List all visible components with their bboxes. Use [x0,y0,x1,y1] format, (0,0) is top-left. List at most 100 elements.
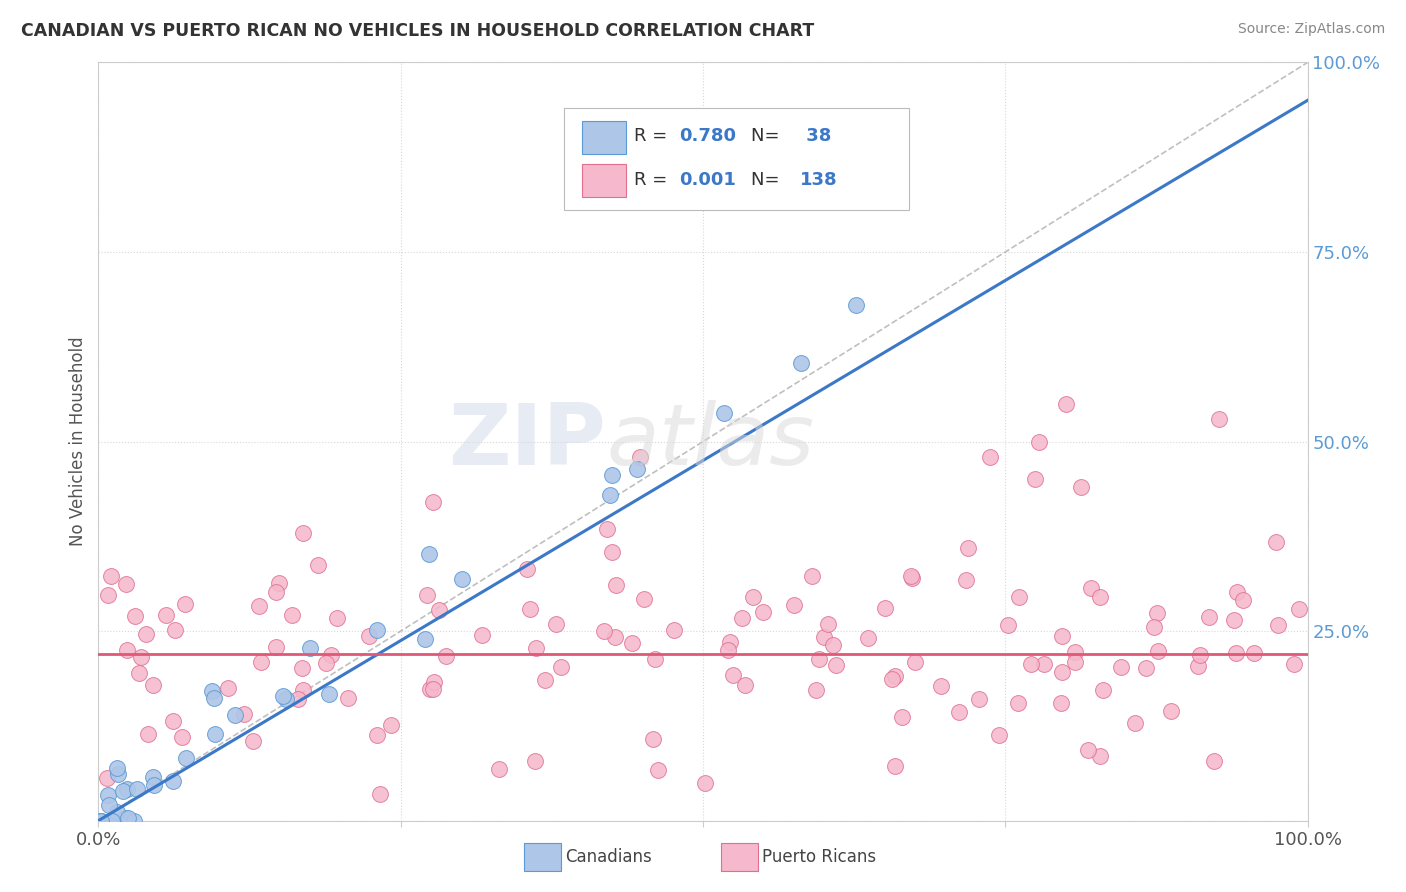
Point [628,450,651,464]
Point [165,623,187,637]
Text: atlas: atlas [606,400,814,483]
Text: 0.001: 0.001 [679,171,735,189]
Point [366,728,388,742]
Point [1267,618,1289,632]
Point [173,598,195,612]
Point [1147,644,1170,658]
Point [112,783,135,797]
Point [1019,657,1042,671]
Point [1142,620,1164,634]
Point [368,787,391,801]
Point [718,635,741,649]
Point [117,643,139,657]
Point [450,572,472,586]
Point [633,592,655,607]
Point [224,707,246,722]
Point [1243,646,1265,660]
Point [1208,412,1230,426]
Point [202,690,225,705]
Point [1088,590,1111,604]
Point [1070,480,1092,494]
Point [105,805,128,820]
Point [903,655,925,669]
Text: 138: 138 [800,171,838,189]
Point [1088,748,1111,763]
Point [321,648,343,662]
Point [90,814,112,828]
Point [603,630,626,644]
Point [516,562,538,576]
Point [873,600,896,615]
Point [366,624,388,638]
Point [1288,602,1310,616]
Point [1282,657,1305,672]
Point [287,691,309,706]
Point [471,628,494,642]
Point [90,814,112,828]
Point [524,640,547,655]
Point [117,811,139,825]
Point [1054,396,1077,410]
Point [128,666,150,681]
Point [1050,697,1073,711]
Point [131,649,153,664]
Point [662,624,685,638]
Point [1028,434,1050,449]
Point [105,761,128,775]
Point [1226,585,1249,599]
Point [97,588,120,602]
Point [97,797,120,812]
Text: 38: 38 [800,127,831,145]
Point [1008,591,1031,605]
Point [1232,593,1254,607]
Point [174,751,197,765]
Point [534,673,557,687]
Point [201,684,224,698]
Point [264,584,287,599]
Point [434,648,457,663]
Point [336,690,359,705]
Point [1033,657,1056,672]
Point [721,668,744,682]
Point [266,640,288,654]
Point [891,710,914,724]
Text: Canadians: Canadians [565,848,652,866]
Point [817,617,839,632]
Point [96,772,118,786]
Point [326,611,349,625]
Point [595,522,617,536]
Point [882,673,904,687]
Point [107,767,129,781]
Point [824,658,846,673]
Text: ZIP: ZIP [449,400,606,483]
Point [1187,658,1209,673]
Point [519,602,541,616]
Point [250,655,273,669]
Point [948,705,970,719]
Point [997,618,1019,632]
Point [115,781,138,796]
Point [1223,613,1246,627]
Point [641,731,664,746]
Point [299,640,322,655]
Point [247,599,270,613]
Point [734,678,756,692]
Point [752,606,775,620]
Point [114,811,136,825]
Point [790,355,813,369]
Point [204,727,226,741]
Point [600,545,623,559]
Point [315,656,337,670]
Point [1064,645,1087,659]
Point [90,814,112,828]
Point [856,631,879,645]
Point [988,728,1011,742]
Point [1146,607,1168,621]
Point [242,734,264,748]
FancyBboxPatch shape [582,120,626,154]
Point [900,571,922,585]
Point [422,682,444,697]
Point [782,598,804,612]
Point [967,692,990,706]
Point [141,678,163,692]
